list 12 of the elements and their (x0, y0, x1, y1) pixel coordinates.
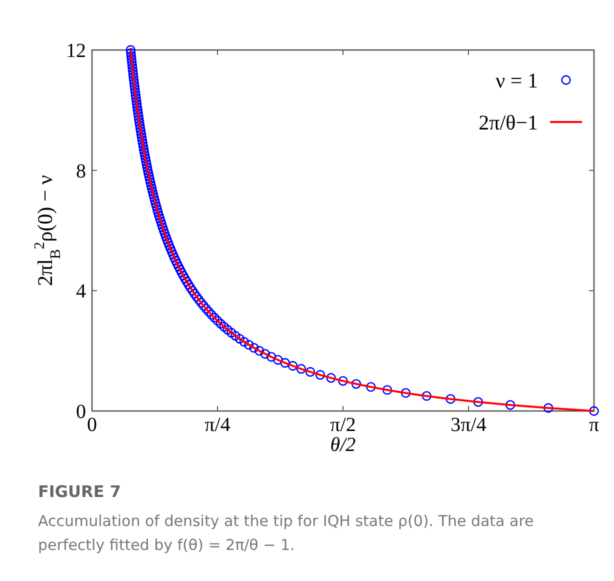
x-axis-title: θ/2 (330, 434, 356, 456)
x-tick-label: π/2 (330, 414, 356, 436)
caption: FIGURE 7 (38, 482, 121, 501)
legend-label: ν = 1 (496, 68, 538, 92)
x-tick-label: 3π/4 (450, 414, 486, 436)
x-tick-label: π (588, 414, 600, 436)
y-tick-label: 4 (76, 280, 86, 303)
text: Accumulation of density at the tip for IQH state ρ(0). The data are perfectly fitted by f(θ) = 2π/θ − 1. (38, 512, 534, 554)
y-tick-label: 8 (76, 160, 86, 182)
x-tick-label: π/4 (204, 414, 230, 436)
y-tick-label: 12 (66, 40, 86, 62)
legend-label: 2π/θ−1 (478, 110, 538, 134)
